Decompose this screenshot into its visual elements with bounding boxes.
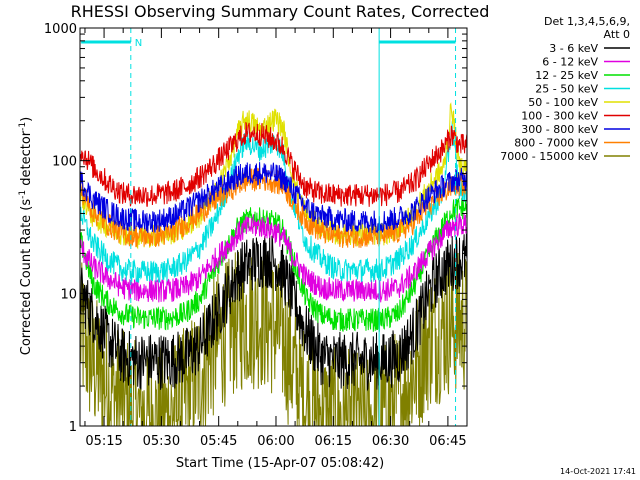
x-tick-label: 06:45 <box>429 434 466 449</box>
x-tick-label: 06:30 <box>372 434 409 449</box>
legend-label: 800 - 7000 keV <box>514 137 598 150</box>
y-axis-label-end: ) <box>19 117 34 122</box>
y-axis-label-sup2: -1 <box>18 122 28 131</box>
legend-label: 6 - 12 keV <box>542 56 598 69</box>
series-line-4 <box>80 121 467 283</box>
legend-label: 300 - 800 keV <box>521 123 598 136</box>
y-tick-label: 100 <box>52 155 77 170</box>
legend-label: 50 - 100 keV <box>528 96 598 109</box>
axes: 1 10 100 1000 05:15 05:30 05:45 06:00 06:15 06:30… <box>44 22 468 449</box>
plot-area <box>80 102 467 426</box>
legend-label: 3 - 6 keV <box>549 42 598 55</box>
y-tick-label: 1000 <box>44 22 77 37</box>
y-axis-label-main: Corrected Count Rate (s <box>19 199 34 356</box>
y-tick-label: 10 <box>60 287 77 302</box>
series-line-2 <box>80 213 467 303</box>
legend-label: 100 - 300 keV <box>521 110 598 123</box>
y-axis-label-mid: detector <box>19 130 34 190</box>
y-axis-label: Corrected Count Rate (s-1 detector-1) <box>18 117 34 355</box>
night-markers: N <box>81 28 457 426</box>
series-line-7 <box>80 162 467 234</box>
night-marker-label: N <box>135 38 142 49</box>
series-line-1 <box>80 233 467 392</box>
series-line-3 <box>80 197 467 332</box>
y-axis-label-sup1: -1 <box>18 190 28 199</box>
plot-frame <box>79 27 468 427</box>
legend-label: 7000 - 15000 keV <box>500 150 598 163</box>
x-tick-label: 05:45 <box>200 434 237 449</box>
footer-timestamp: 14-Oct-2021 17:41 <box>560 467 636 476</box>
detectors-label-line2: Att 0 <box>604 28 630 41</box>
series-line-9 <box>80 251 467 426</box>
x-tick-label: 05:15 <box>85 434 122 449</box>
legend-label: 12 - 25 keV <box>535 69 598 82</box>
y-tick-label: 1 <box>69 420 77 435</box>
x-axis-label: Start Time (15-Apr-07 05:08:42) <box>176 456 384 471</box>
detectors-label-line1: Det 1,3,4,5,6,9, <box>544 15 630 28</box>
series-line-6 <box>80 121 467 207</box>
chart-title: RHESSI Observing Summary Count Rates, Co… <box>71 2 490 21</box>
legend-label: 25 - 50 keV <box>535 83 598 96</box>
x-tick-label: 06:15 <box>315 434 352 449</box>
x-tick-label: 05:30 <box>143 434 180 449</box>
x-tick-label: 06:00 <box>257 434 294 449</box>
